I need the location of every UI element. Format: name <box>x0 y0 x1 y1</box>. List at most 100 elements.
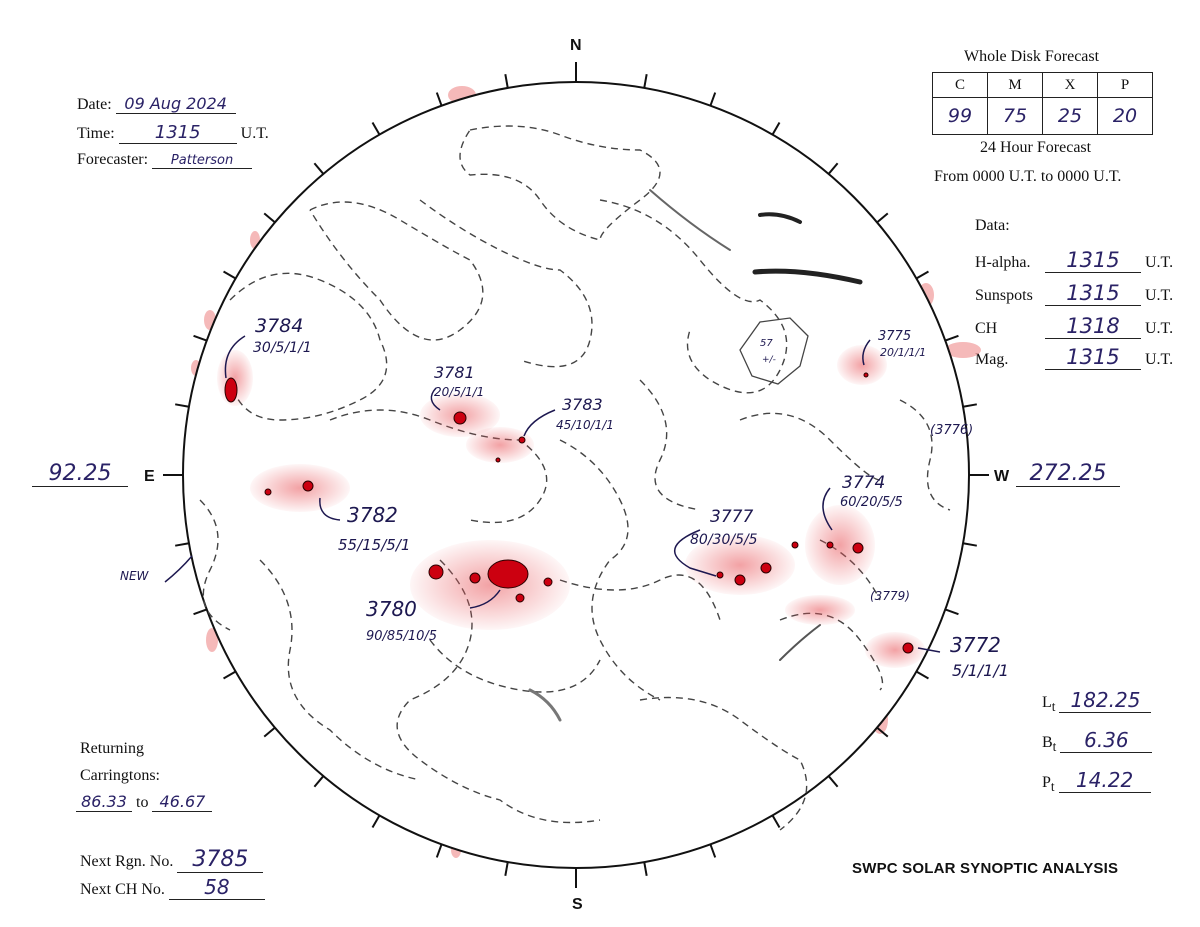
limb-tick <box>643 74 648 89</box>
limb-tick <box>827 162 839 175</box>
returning-to-word: to <box>136 794 149 811</box>
region-class: 20/5/1/1 <box>434 385 484 399</box>
forecast-value-c: 99 <box>932 97 988 135</box>
limb-tick <box>223 270 237 280</box>
limb-tick <box>876 212 889 224</box>
plage-regions <box>217 345 925 668</box>
param-sub: t <box>1050 779 1055 795</box>
ch57-sign: +/- <box>762 355 776 365</box>
data-value: 1315 <box>1045 281 1141 306</box>
param-lt: Lt 182.25 <box>1042 688 1152 715</box>
sunspots <box>224 372 914 654</box>
data-title: Data: <box>975 217 1010 234</box>
param-sub: t <box>1051 699 1056 715</box>
forecast-header-m: M <box>987 72 1043 98</box>
data-label: CH <box>975 320 998 337</box>
limb-tick <box>313 775 325 788</box>
data-label: Sunspots <box>975 287 1033 304</box>
data-value: 1315 <box>1045 248 1141 273</box>
forecast-period-1: 24 Hour Forecast <box>980 139 1092 156</box>
limb-tick <box>371 122 381 136</box>
limb-tick <box>435 92 443 107</box>
next-ch-value: 58 <box>168 875 265 900</box>
limb-tick <box>504 74 509 89</box>
forecast-period-2: From 0000 U.T. to 0000 U.T. <box>934 168 1122 185</box>
param-label: B <box>1042 734 1053 751</box>
region-class: 90/85/10/5 <box>366 629 437 644</box>
limb-tick <box>944 334 959 342</box>
west-limb-longitude: 272.25 <box>1016 461 1120 487</box>
limb-tick <box>175 542 190 547</box>
limb-tick <box>193 334 208 342</box>
param-value: 6.36 <box>1060 728 1153 753</box>
data-unit: U.T. <box>1145 254 1174 271</box>
data-label: H-alpha. <box>975 254 1031 271</box>
limb-tick <box>709 843 717 858</box>
region-arrows <box>164 335 941 653</box>
region-number: 3772 <box>950 633 1001 657</box>
date-value: 09 Aug 2024 <box>115 94 236 114</box>
compass-west: W <box>994 468 1010 485</box>
limb-tick <box>876 726 889 738</box>
next-rgn-value: 3785 <box>177 847 264 873</box>
region-class: 45/10/1/1 <box>556 418 614 432</box>
time-value: 1315 <box>118 122 237 144</box>
region-class: 5/1/1/1 <box>952 661 1009 680</box>
region-class: 20/1/1/1 <box>880 346 926 359</box>
data-unit: U.T. <box>1145 351 1174 368</box>
next-rgn-label: Next Rgn. No. <box>80 853 174 870</box>
region-class: 80/30/5/5 <box>690 532 758 548</box>
data-unit: U.T. <box>1145 287 1174 304</box>
footer-title: SWPC SOLAR SYNOPTIC ANALYSIS <box>852 860 1119 877</box>
region-class: 60/20/5/5 <box>840 495 903 510</box>
time-unit: U.T. <box>240 125 269 142</box>
limb-tick <box>709 92 717 107</box>
limb-tick <box>504 861 509 876</box>
param-value: 14.22 <box>1058 768 1151 793</box>
forecaster-value: Patterson <box>152 153 253 169</box>
returning-from: 86.33 <box>76 792 132 812</box>
limb-tick <box>643 861 648 876</box>
limb-tick <box>771 814 781 828</box>
forecast-value-p: 20 <box>1097 97 1153 135</box>
compass-north: N <box>570 37 582 54</box>
forecast-title: Whole Disk Forecast <box>964 48 1100 65</box>
param-label: L <box>1042 694 1052 711</box>
coronal-hole-57: 57 +/- <box>739 317 809 385</box>
limb-tick <box>435 843 443 858</box>
data-row-sunspots: Sunspots 1315 U.T. <box>975 281 1173 306</box>
next-rgn-row: Next Rgn. No. 3785 <box>80 847 264 873</box>
forecaster-row: Forecaster: Patterson <box>77 151 253 169</box>
returning-range: 86.33 to 46.67 <box>76 792 213 812</box>
limb-tick <box>263 726 276 738</box>
region-number: (3776) <box>930 423 973 438</box>
limb-tick <box>371 814 381 828</box>
limb-tick-marks <box>163 62 989 888</box>
date-row: Date: 09 Aug 2024 <box>77 94 236 114</box>
returning-line2: Carringtons: <box>80 767 160 784</box>
region-number: 3784 <box>255 315 303 337</box>
region-number: 3783 <box>562 395 603 414</box>
returning-to: 46.67 <box>152 792 213 812</box>
compass-east: E <box>144 468 155 485</box>
data-label: Mag. <box>975 351 1009 368</box>
data-row-ch: CH 1318 U.T. <box>975 314 1173 339</box>
region-class: 30/5/1/1 <box>253 340 312 356</box>
limb-tick <box>944 608 959 616</box>
east-limb-longitude: 92.25 <box>32 461 128 487</box>
param-sub: t <box>1052 739 1057 755</box>
time-label: Time: <box>77 125 115 142</box>
date-label: Date: <box>77 96 112 113</box>
region-number: (3779) <box>870 589 910 603</box>
limb-tick <box>193 608 208 616</box>
data-value: 1315 <box>1045 345 1141 370</box>
region-number: 3781 <box>434 363 475 382</box>
region-number: 3782 <box>347 503 398 527</box>
limb-tick <box>263 212 276 224</box>
forecast-table: C M X P 99 75 25 20 <box>932 72 1153 135</box>
time-row: Time: 1315 U.T. <box>77 122 269 144</box>
data-row-mag: Mag. 1315 U.T. <box>975 345 1173 370</box>
compass-south: S <box>572 896 583 913</box>
limb-tick <box>962 403 977 408</box>
